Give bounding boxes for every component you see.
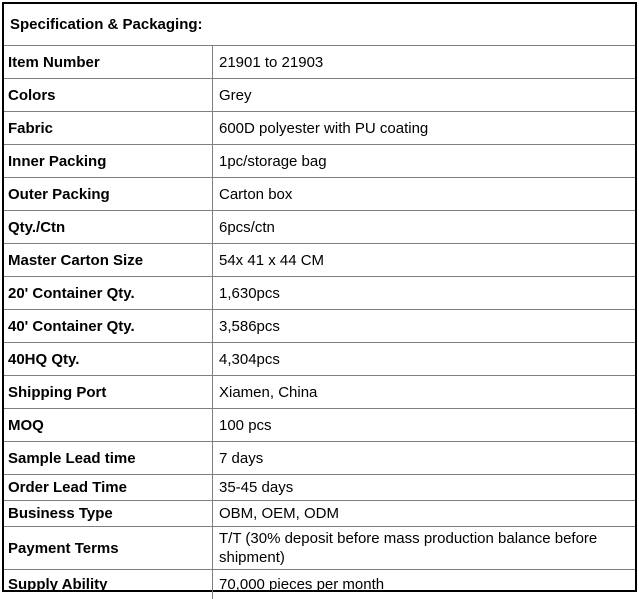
row-label: 40HQ Qty. [4, 343, 213, 375]
row-label: Sample Lead time [4, 442, 213, 474]
row-value: 3,586pcs [219, 317, 280, 335]
table-row: Inner Packing 1pc/storage bag [4, 145, 635, 178]
row-label: MOQ [4, 409, 213, 441]
row-label: Item Number [4, 46, 213, 78]
table-title: Specification & Packaging: [4, 4, 635, 46]
row-value: Carton box [219, 185, 293, 203]
row-value: 1,630pcs [219, 284, 280, 302]
row-label: Qty./Ctn [4, 211, 213, 243]
row-value: 1pc/storage bag [219, 152, 327, 170]
row-label: Shipping Port [4, 376, 213, 408]
row-label: Inner Packing [4, 145, 213, 177]
table-row: 20' Container Qty. 1,630pcs [4, 277, 635, 310]
row-label: Order Lead Time [4, 475, 213, 500]
table-row: Sample Lead time 7 days [4, 442, 635, 475]
row-label: 20' Container Qty. [4, 277, 213, 309]
row-label: 40' Container Qty. [4, 310, 213, 342]
table-row: Outer Packing Carton box [4, 178, 635, 211]
table-row: Shipping Port Xiamen, China [4, 376, 635, 409]
row-value: 21901 to 21903 [219, 53, 324, 71]
row-value: 35-45 days [219, 479, 294, 496]
row-value: 6pcs/ctn [219, 218, 275, 236]
row-label: Payment Terms [4, 527, 213, 569]
row-value: 7 days [219, 449, 264, 467]
row-label: Fabric [4, 112, 213, 144]
row-value: 54x 41 x 44 CM [219, 251, 325, 269]
row-label: Master Carton Size [4, 244, 213, 276]
row-label: Business Type [4, 501, 213, 526]
table-row: 40' Container Qty. 3,586pcs [4, 310, 635, 343]
row-value: Grey [219, 86, 252, 104]
row-label: Supply Ability [4, 570, 213, 599]
row-value: 70,000 pieces per month [219, 576, 385, 593]
row-value: 100 pcs [219, 416, 272, 434]
row-value: OBM, OEM, ODM [219, 505, 339, 522]
table-row: Colors Grey [4, 79, 635, 112]
table-row: Payment Terms T/T (30% deposit before mas… [4, 527, 635, 570]
row-value: 4,304pcs [219, 350, 280, 368]
table-row: MOQ 100 pcs [4, 409, 635, 442]
table-row: Master Carton Size 54x 41 x 44 CM [4, 244, 635, 277]
row-value: T/T (30% deposit before mass production … [219, 530, 598, 566]
table-row: 40HQ Qty. 4,304pcs [4, 343, 635, 376]
row-value: Xiamen, China [219, 383, 318, 401]
table-row: Item Number 21901 to 21903 [4, 46, 635, 79]
table-body: Item Number 21901 to 21903 Colors Grey Fabri… [4, 46, 635, 599]
row-label: Outer Packing [4, 178, 213, 210]
table-row: Fabric 600D polyester with PU coating [4, 112, 635, 145]
row-label: Colors [4, 79, 213, 111]
table-row: Qty./Ctn 6pcs/ctn [4, 211, 635, 244]
table-row: Supply Ability 70,000 pieces per month [4, 570, 635, 599]
row-value: 600D polyester with PU coating [219, 119, 429, 137]
table-row: Business Type OBM, OEM, ODM [4, 501, 635, 527]
table-row: Order Lead Time 35-45 days [4, 475, 635, 501]
